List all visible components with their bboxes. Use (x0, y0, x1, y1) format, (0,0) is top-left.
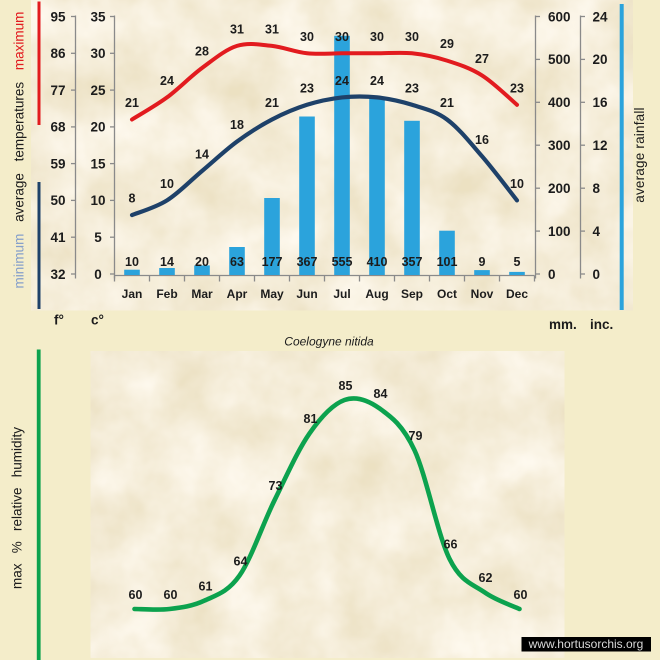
svg-text:25: 25 (90, 83, 106, 98)
svg-text:0: 0 (593, 267, 601, 282)
svg-text:10: 10 (160, 177, 174, 191)
svg-text:30: 30 (335, 30, 349, 44)
svg-text:31: 31 (265, 22, 279, 36)
svg-text:50: 50 (50, 193, 65, 208)
svg-text:Aug: Aug (365, 287, 388, 301)
svg-text:21: 21 (265, 96, 279, 110)
svg-text:8: 8 (129, 192, 136, 206)
svg-text:10: 10 (510, 177, 524, 191)
svg-text:24: 24 (335, 74, 349, 88)
svg-text:79: 79 (409, 429, 423, 443)
svg-text:24: 24 (370, 74, 384, 88)
svg-text:10: 10 (125, 255, 139, 269)
svg-text:555: 555 (332, 255, 353, 269)
svg-text:c°: c° (91, 312, 104, 327)
svg-text:inc.: inc. (590, 317, 613, 332)
svg-text:400: 400 (548, 95, 571, 110)
svg-text:www.hortusorchis.org: www.hortusorchis.org (528, 637, 644, 651)
svg-text:20: 20 (195, 255, 209, 269)
svg-text:60: 60 (514, 588, 528, 602)
svg-text:mm.: mm. (549, 317, 577, 332)
svg-text:85: 85 (339, 379, 353, 393)
svg-text:Sep: Sep (401, 287, 423, 301)
svg-text:average rainfall: average rainfall (632, 107, 647, 203)
svg-text:21: 21 (440, 96, 454, 110)
svg-text:4: 4 (593, 224, 601, 239)
svg-text:24: 24 (593, 9, 609, 24)
svg-text:8: 8 (593, 181, 601, 196)
svg-text:35: 35 (90, 9, 106, 24)
svg-text:0: 0 (548, 267, 556, 282)
svg-text:101: 101 (437, 255, 458, 269)
svg-text:Feb: Feb (156, 287, 177, 301)
svg-text:29: 29 (440, 37, 454, 51)
svg-text:16: 16 (593, 95, 609, 110)
svg-text:31: 31 (230, 22, 244, 36)
svg-text:27: 27 (475, 52, 489, 66)
svg-text:9: 9 (479, 255, 486, 269)
svg-text:61: 61 (199, 579, 213, 593)
svg-text:200: 200 (548, 181, 571, 196)
svg-text:0: 0 (94, 267, 102, 282)
svg-text:Mar: Mar (191, 287, 213, 301)
svg-text:81: 81 (304, 412, 318, 426)
svg-text:30: 30 (370, 30, 384, 44)
svg-text:23: 23 (300, 81, 314, 95)
svg-text:May: May (260, 287, 284, 301)
svg-text:15: 15 (90, 156, 106, 171)
svg-text:Oct: Oct (437, 287, 457, 301)
svg-text:77: 77 (50, 83, 65, 98)
svg-text:63: 63 (230, 255, 244, 269)
svg-text:18: 18 (230, 118, 244, 132)
svg-text:84: 84 (374, 387, 388, 401)
svg-text:Coelogyne nitida: Coelogyne nitida (284, 335, 374, 349)
svg-text:12: 12 (593, 138, 608, 153)
svg-text:30: 30 (90, 46, 105, 61)
svg-text:20: 20 (593, 52, 608, 67)
svg-text:60: 60 (164, 588, 178, 602)
svg-text:59: 59 (50, 156, 65, 171)
svg-text:62: 62 (479, 571, 493, 585)
svg-text:30: 30 (405, 30, 419, 44)
svg-text:30: 30 (300, 30, 314, 44)
svg-text:5: 5 (94, 230, 102, 245)
svg-text:16: 16 (475, 133, 489, 147)
svg-text:300: 300 (548, 138, 571, 153)
svg-text:177: 177 (262, 255, 283, 269)
svg-text:14: 14 (195, 148, 209, 162)
svg-text:32: 32 (50, 267, 65, 282)
svg-text:410: 410 (367, 255, 388, 269)
svg-text:600: 600 (548, 9, 571, 24)
svg-text:Apr: Apr (227, 287, 248, 301)
svg-text:Jan: Jan (122, 287, 143, 301)
svg-text:68: 68 (50, 120, 66, 135)
svg-text:100: 100 (548, 224, 571, 239)
svg-text:500: 500 (548, 52, 571, 67)
svg-text:10: 10 (90, 193, 105, 208)
svg-text:367: 367 (297, 255, 318, 269)
svg-text:86: 86 (50, 46, 66, 61)
svg-text:28: 28 (195, 45, 209, 59)
svg-text:minimum average temperatures m: minimum average temperatures maximum (12, 12, 27, 289)
svg-text:Nov: Nov (471, 287, 494, 301)
svg-text:23: 23 (405, 81, 419, 95)
svg-text:21: 21 (125, 96, 139, 110)
svg-text:357: 357 (402, 255, 423, 269)
svg-text:60: 60 (129, 588, 143, 602)
svg-text:64: 64 (234, 554, 248, 568)
svg-text:23: 23 (510, 81, 524, 95)
svg-text:73: 73 (269, 479, 283, 493)
svg-text:max % relative humidity: max % relative humidity (10, 427, 25, 589)
svg-text:Dec: Dec (506, 287, 528, 301)
svg-text:24: 24 (160, 74, 174, 88)
svg-text:5: 5 (514, 255, 521, 269)
svg-text:20: 20 (90, 120, 105, 135)
svg-text:14: 14 (160, 255, 174, 269)
svg-text:Jul: Jul (333, 287, 350, 301)
svg-text:f°: f° (54, 312, 64, 327)
svg-text:Jun: Jun (296, 287, 317, 301)
svg-text:95: 95 (50, 9, 66, 24)
svg-text:41: 41 (50, 230, 66, 245)
svg-text:66: 66 (444, 538, 458, 552)
